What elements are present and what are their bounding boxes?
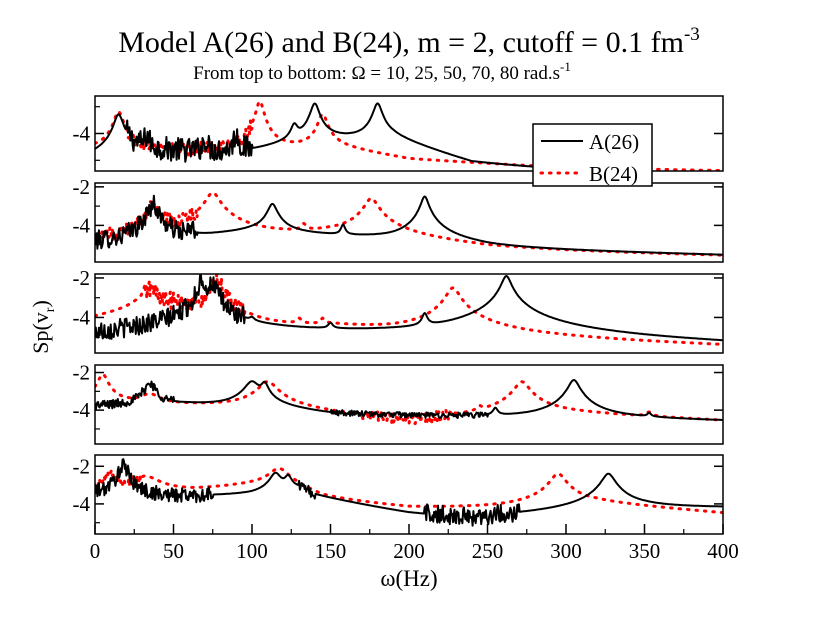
legend-label-a: A(26) — [589, 130, 639, 154]
panel-lines — [95, 99, 723, 171]
y-axis-label: Sp(vr) — [28, 300, 58, 354]
y-tick-label: -4 — [73, 213, 91, 237]
series-line-a26-omega-10 — [95, 102, 607, 171]
y-tick-label: -2 — [73, 454, 91, 478]
y-tick-label: -2 — [73, 175, 91, 199]
x-tick-label: 150 — [315, 539, 347, 563]
panels-group: -4 -2 -4 -2 -4 -2 -4 -2 -4 — [73, 95, 724, 535]
chart-subtitle: From top to bottom: Ω = 10, 25, 50, 70, … — [193, 59, 571, 84]
x-tick-label: 300 — [550, 539, 582, 563]
panel-omega-25: -2 -4 — [73, 175, 724, 263]
x-tick-label: 200 — [393, 539, 425, 563]
panel-frame — [94, 273, 724, 354]
panel-omega-10: -4 — [73, 95, 724, 172]
legend-label-b: B(24) — [589, 162, 638, 186]
series-line-a26-omega-25 — [95, 194, 723, 256]
panel-lines — [95, 191, 723, 257]
x-tick-label: 250 — [472, 539, 504, 563]
panel-frame — [94, 364, 724, 445]
y-tick-label: -4 — [73, 492, 91, 516]
panel-omega-80: -2 -4 — [73, 454, 724, 535]
y-axis-label-subscript: r — [43, 307, 58, 312]
series-line-b24-omega-50 — [95, 274, 723, 346]
series-line-a26-omega-70 — [95, 379, 723, 421]
x-tick-label: 100 — [236, 539, 268, 563]
panel-lines — [95, 372, 723, 426]
series-line-a26-omega-80 — [95, 458, 723, 527]
series-line-b24-omega-70 — [95, 372, 723, 426]
y-tick-label: -2 — [73, 266, 91, 290]
y-tick-label: -4 — [73, 398, 91, 422]
panel-frame — [94, 182, 724, 263]
x-axis-label: ω(Hz) — [380, 566, 437, 591]
subtitle-superscript: -1 — [560, 59, 571, 74]
legend-box — [532, 123, 653, 187]
panel-lines — [95, 458, 723, 527]
series-line-b24-omega-10 — [95, 99, 723, 171]
x-ticks-group: 0 50 100 150 200 250 300 350 400 — [90, 524, 739, 563]
y-tick-label: -4 — [73, 305, 91, 329]
panel-lines — [95, 274, 723, 346]
legend: A(26) B(24) — [532, 123, 653, 187]
title-superscript: -3 — [684, 24, 700, 45]
series-line-a26-omega-50 — [95, 274, 723, 342]
x-tick-label: 50 — [163, 539, 184, 563]
x-tick-label: 350 — [629, 539, 661, 563]
panel-omega-50: -2 -4 — [73, 266, 724, 354]
x-tick-label: 400 — [707, 539, 739, 563]
y-tick-label: -2 — [73, 361, 91, 385]
y-tick-label: -4 — [73, 122, 91, 146]
series-line-b24-omega-80 — [95, 466, 723, 515]
chart-title: Model A(26) and B(24), m = 2, cutoff = 0… — [118, 24, 700, 59]
panel-omega-70: -2 -4 — [73, 361, 724, 445]
x-tick-label: 0 — [90, 539, 101, 563]
